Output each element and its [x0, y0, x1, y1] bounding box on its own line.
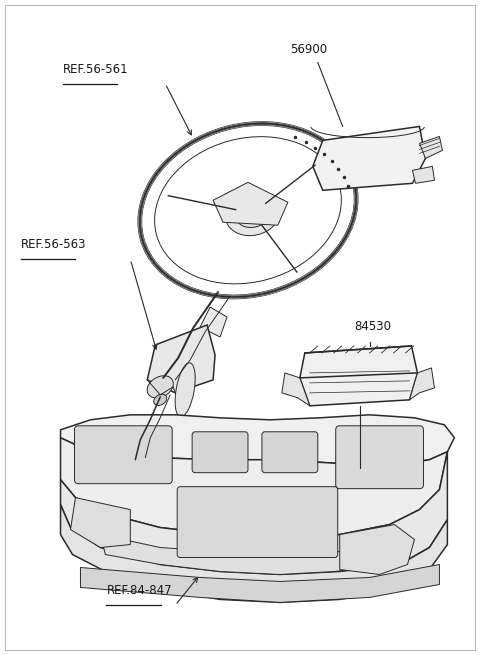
Ellipse shape: [226, 191, 280, 236]
Polygon shape: [300, 346, 418, 406]
Ellipse shape: [175, 363, 195, 417]
Polygon shape: [313, 126, 425, 191]
Polygon shape: [213, 182, 288, 225]
Text: REF.56-563: REF.56-563: [21, 238, 86, 251]
Ellipse shape: [235, 199, 271, 227]
Polygon shape: [100, 534, 399, 574]
Polygon shape: [60, 504, 447, 603]
Text: 56900: 56900: [290, 43, 327, 56]
Polygon shape: [60, 438, 447, 538]
FancyBboxPatch shape: [74, 426, 172, 483]
Ellipse shape: [134, 434, 147, 445]
Polygon shape: [340, 525, 415, 574]
FancyBboxPatch shape: [177, 487, 338, 557]
Polygon shape: [147, 325, 215, 393]
Polygon shape: [60, 415, 455, 464]
Text: 84530: 84530: [355, 320, 392, 333]
Polygon shape: [81, 565, 439, 603]
Polygon shape: [409, 368, 434, 400]
FancyBboxPatch shape: [262, 432, 318, 473]
Polygon shape: [71, 498, 130, 548]
Text: REF.56-561: REF.56-561: [62, 62, 128, 75]
Polygon shape: [282, 373, 310, 406]
Polygon shape: [60, 452, 447, 574]
Polygon shape: [77, 430, 110, 453]
Ellipse shape: [147, 376, 173, 398]
FancyBboxPatch shape: [336, 426, 423, 489]
FancyBboxPatch shape: [192, 432, 248, 473]
Ellipse shape: [154, 394, 167, 405]
Ellipse shape: [144, 414, 157, 425]
Polygon shape: [200, 307, 227, 337]
Polygon shape: [420, 136, 443, 159]
Text: REF.84-847: REF.84-847: [107, 584, 172, 597]
Polygon shape: [412, 166, 434, 183]
Polygon shape: [103, 430, 147, 467]
